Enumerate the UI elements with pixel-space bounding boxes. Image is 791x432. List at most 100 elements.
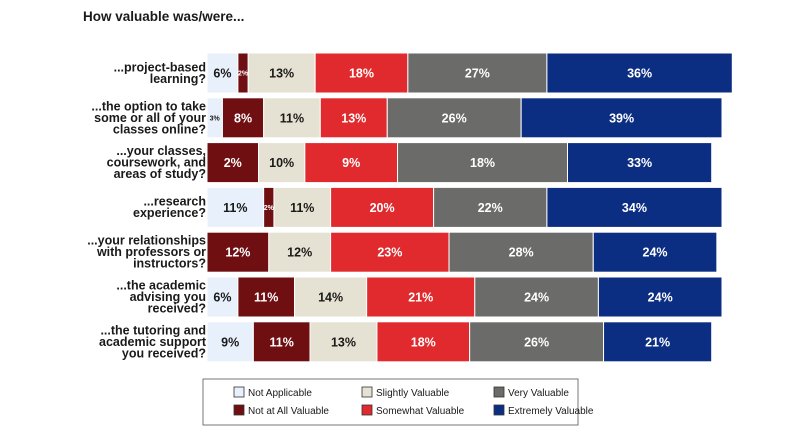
bar-segment	[546, 186, 723, 228]
category-label-line: academic support	[99, 335, 207, 349]
legend-swatch	[233, 386, 245, 398]
legend-swatch	[361, 386, 373, 398]
legend-swatch	[361, 404, 373, 416]
legend-swatch	[233, 404, 245, 416]
category-label-line: ...the tutoring and	[100, 323, 206, 337]
legend-label: Slightly Valuable	[376, 388, 450, 399]
data-label: 13%	[269, 67, 294, 81]
bar-segment	[294, 276, 368, 318]
data-label: 34%	[622, 201, 647, 215]
category-labels: ...project-based learning? ...the option t…	[87, 60, 207, 360]
bar-segment	[206, 142, 259, 184]
bar-segment	[319, 97, 388, 139]
category-label-line: some or all of your	[94, 111, 206, 125]
data-label: 2%	[224, 156, 242, 170]
data-label: 3%	[210, 115, 221, 122]
data-label: 9%	[221, 335, 239, 349]
legend-label: Not Applicable	[248, 388, 312, 399]
category-label-line: areas of study?	[114, 167, 206, 181]
category-label: ...research experience?	[133, 195, 206, 221]
bar-segment	[407, 52, 548, 94]
data-label: 11%	[223, 201, 247, 215]
data-label: 27%	[465, 67, 490, 81]
bar-segment	[263, 97, 321, 139]
category-label-line: coursework, and	[107, 156, 206, 170]
data-label: 26%	[442, 111, 467, 125]
data-label: 12%	[225, 246, 250, 260]
category-label-line: instructors?	[133, 257, 206, 271]
legend-label: Not at All Valuable	[248, 406, 329, 417]
bar-area: 6% 2% 13% 18% 27% 36% 3% 8% 11% 13% 26% 39% 2% 10% 9% 1…	[206, 52, 733, 363]
data-label: 13%	[331, 335, 356, 349]
bar-segment	[247, 52, 316, 94]
bar-segment	[206, 186, 265, 228]
data-label: 21%	[645, 335, 670, 349]
data-label: 20%	[370, 201, 395, 215]
data-label: 33%	[627, 156, 652, 170]
category-label: ...your classes, coursework, and areas of …	[107, 144, 206, 181]
data-label: 28%	[509, 246, 534, 260]
data-label: 26%	[524, 335, 549, 349]
data-label: 8%	[234, 111, 252, 125]
data-label: 23%	[377, 246, 402, 260]
bar-segment	[206, 52, 239, 94]
data-label: 13%	[341, 111, 366, 125]
bar-segment	[386, 97, 522, 139]
category-label-line: classes online?	[113, 122, 206, 136]
category-label-line: ...your relationships	[87, 234, 206, 248]
bar-segment	[314, 52, 409, 94]
bar-segment	[258, 142, 306, 184]
category-label-line: ...your classes,	[116, 144, 206, 158]
legend-label: Very Valuable	[508, 388, 569, 399]
bar-segment	[206, 321, 254, 363]
data-label: 10%	[269, 156, 294, 170]
bar-segment	[330, 231, 450, 273]
category-label-line: with professors or	[96, 245, 206, 259]
category-label: ...the academic advising you received?	[116, 279, 206, 316]
legend-label: Somewhat Valuable	[376, 406, 465, 417]
bar-segment	[520, 97, 723, 139]
data-label: 24%	[524, 291, 549, 305]
bar-segment	[567, 142, 713, 184]
data-label: 6%	[213, 291, 231, 305]
category-label-line: ...project-based	[114, 60, 206, 74]
legend-box	[202, 378, 579, 426]
bar-segment	[546, 52, 733, 94]
bar-segment	[268, 231, 332, 273]
category-label: ...the option to take some or all of your…	[91, 99, 206, 136]
category-label-line: you received?	[122, 346, 206, 360]
category-label-line: learning?	[150, 72, 206, 86]
bar-segment	[433, 186, 548, 228]
category-label-line: experience?	[133, 206, 206, 220]
data-label: 39%	[609, 111, 634, 125]
data-label: 18%	[349, 67, 374, 81]
category-label-line: advising you	[130, 290, 206, 304]
data-label: 11%	[254, 291, 278, 305]
legend-label: Extremely Valuable	[508, 406, 594, 417]
category-label: ...project-based learning?	[114, 60, 206, 86]
data-label: 2%	[238, 71, 249, 78]
bar-segment	[376, 321, 471, 363]
data-label: 21%	[408, 291, 433, 305]
data-label: 36%	[627, 67, 652, 81]
category-label: ...the tutoring and academic support you r…	[99, 323, 207, 360]
data-label: 24%	[643, 246, 668, 260]
bar-segment	[603, 321, 713, 363]
bar-segment	[592, 231, 718, 273]
bar-segment	[273, 186, 332, 228]
bar-segment	[304, 142, 399, 184]
category-label-line: ...research	[143, 195, 206, 209]
category-label-line: ...the option to take	[91, 99, 206, 113]
category-label-line: ...the academic	[116, 279, 206, 293]
data-label: 18%	[411, 335, 436, 349]
bar-segment	[252, 321, 311, 363]
data-label: 12%	[287, 246, 312, 260]
data-label: 24%	[648, 291, 673, 305]
data-label: 2%	[264, 205, 275, 212]
bar-segment	[597, 276, 723, 318]
data-label: 18%	[470, 156, 495, 170]
bar-segment	[366, 276, 476, 318]
bar-segment	[397, 142, 568, 184]
category-label-line: received?	[148, 302, 206, 316]
